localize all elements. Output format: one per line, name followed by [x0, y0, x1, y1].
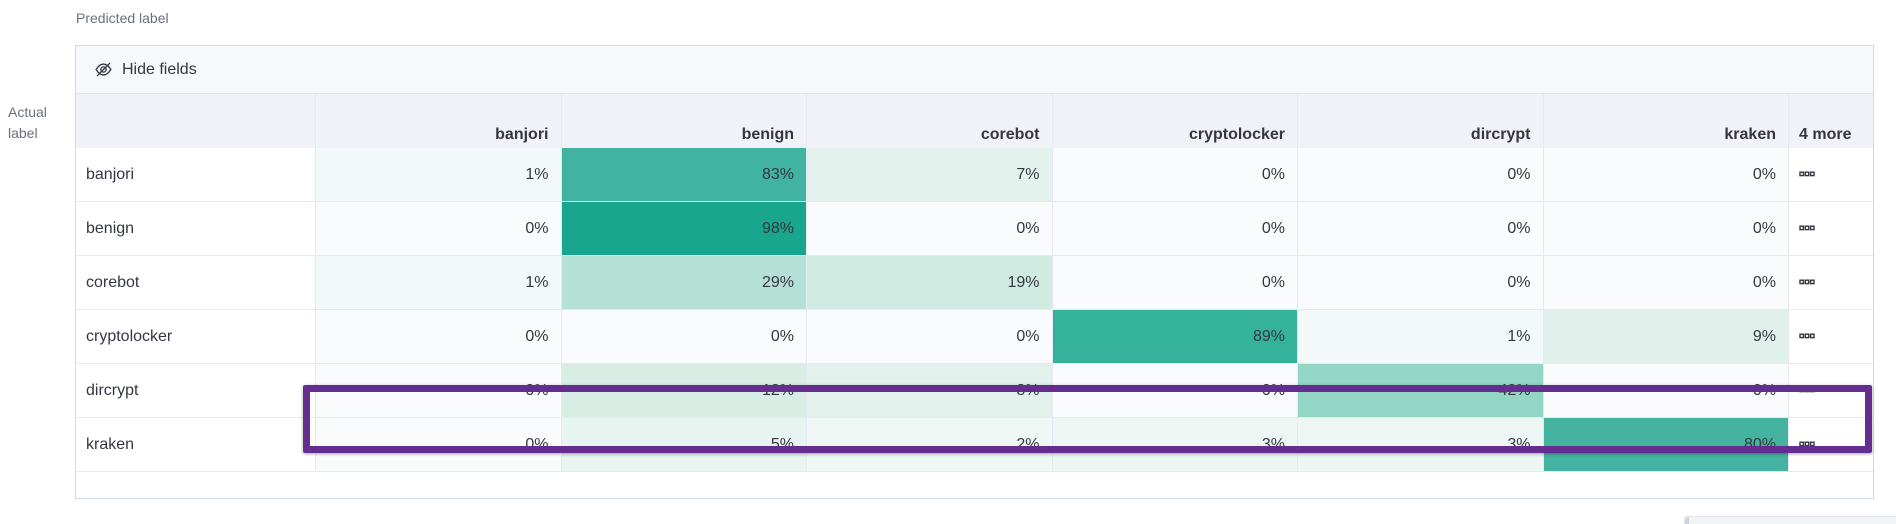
confusion-matrix-grid: banjori benign corebot cryptolocker dircrypt…: [76, 94, 1873, 472]
matrix-cell[interactable]: 0%: [561, 310, 807, 364]
actual-axis-label: Actual label: [8, 104, 47, 141]
row-label-kraken: kraken: [76, 418, 316, 472]
matrix-cell[interactable]: 89%: [1052, 310, 1298, 364]
more-actions-icon: [1799, 441, 1815, 448]
matrix-cell[interactable]: 1%: [1298, 310, 1544, 364]
matrix-cell[interactable]: 98%: [561, 202, 807, 256]
eye-closed-icon: [94, 60, 113, 79]
more-actions-icon: [1799, 387, 1815, 394]
matrix-cell[interactable]: 80%: [1543, 418, 1789, 472]
row-label-corebot: corebot: [76, 256, 316, 310]
matrix-cell[interactable]: 9%: [1543, 310, 1789, 364]
matrix-cell[interactable]: 1%: [316, 148, 562, 202]
more-actions-cell[interactable]: [1789, 418, 1873, 472]
matrix-cell[interactable]: 3%: [1052, 418, 1298, 472]
matrix-cell[interactable]: 0%: [1052, 364, 1298, 418]
matrix-cell[interactable]: 12%: [561, 364, 807, 418]
row-label-banjori: banjori: [76, 148, 316, 202]
matrix-cell[interactable]: 42%: [1298, 364, 1544, 418]
matrix-cell[interactable]: 0%: [1298, 256, 1544, 310]
matrix-cell[interactable]: 29%: [561, 256, 807, 310]
matrix-cell[interactable]: 7%: [807, 148, 1053, 202]
confusion-matrix-panel: Hide fields banjori benign corebot cryptolo…: [75, 45, 1874, 499]
more-actions-cell[interactable]: [1789, 148, 1873, 202]
matrix-cell[interactable]: 0%: [1052, 202, 1298, 256]
more-actions-cell[interactable]: [1789, 256, 1873, 310]
more-actions-cell[interactable]: [1789, 202, 1873, 256]
matrix-cell[interactable]: 19%: [807, 256, 1053, 310]
matrix-cell[interactable]: 0%: [316, 364, 562, 418]
matrix-cell[interactable]: 1%: [316, 256, 562, 310]
hide-fields-button[interactable]: Hide fields: [94, 60, 197, 79]
matrix-cell[interactable]: 0%: [1543, 256, 1789, 310]
matrix-cell[interactable]: 0%: [1543, 148, 1789, 202]
more-actions-icon: [1799, 171, 1815, 178]
horizontal-scrollbar-stub[interactable]: [1684, 516, 1896, 524]
grid-toolbar: Hide fields: [76, 46, 1873, 94]
matrix-cell[interactable]: 3%: [1298, 418, 1544, 472]
more-actions-cell[interactable]: [1789, 310, 1873, 364]
row-label-benign: benign: [76, 202, 316, 256]
matrix-cell[interactable]: 8%: [807, 364, 1053, 418]
more-actions-icon: [1799, 333, 1815, 340]
matrix-cell[interactable]: 83%: [561, 148, 807, 202]
matrix-cell[interactable]: 0%: [1543, 364, 1789, 418]
matrix-cell[interactable]: 0%: [1052, 256, 1298, 310]
matrix-cell[interactable]: 5%: [561, 418, 807, 472]
matrix-cell[interactable]: 0%: [1543, 202, 1789, 256]
predicted-axis-label: Predicted label: [76, 10, 169, 26]
matrix-cell[interactable]: 0%: [807, 310, 1053, 364]
row-label-cryptolocker: cryptolocker: [76, 310, 316, 364]
matrix-cell[interactable]: 0%: [316, 310, 562, 364]
matrix-cell[interactable]: 0%: [1298, 202, 1544, 256]
row-label-dircrypt: dircrypt: [76, 364, 316, 418]
matrix-cell[interactable]: 0%: [316, 418, 562, 472]
hide-fields-label: Hide fields: [122, 60, 197, 78]
more-actions-icon: [1799, 225, 1815, 232]
more-actions-cell[interactable]: [1789, 364, 1873, 418]
matrix-cell[interactable]: 0%: [316, 202, 562, 256]
matrix-cell[interactable]: 0%: [1298, 148, 1544, 202]
more-actions-icon: [1799, 279, 1815, 286]
matrix-cell[interactable]: 2%: [807, 418, 1053, 472]
matrix-cell[interactable]: 0%: [807, 202, 1053, 256]
matrix-cell[interactable]: 0%: [1052, 148, 1298, 202]
